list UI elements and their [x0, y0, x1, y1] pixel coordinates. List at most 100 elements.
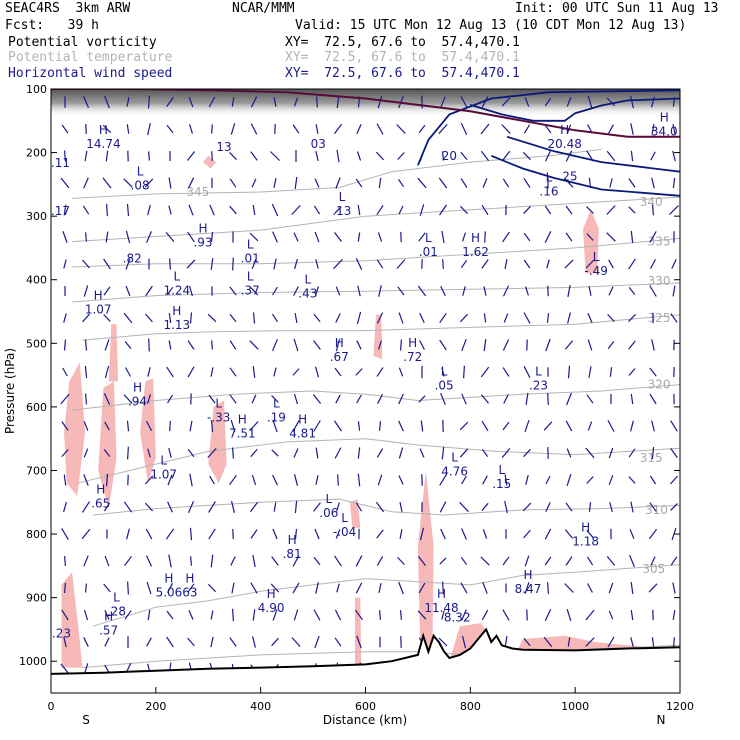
extremum-3-value: .11 [51, 156, 70, 170]
wind-vector-508 [545, 150, 551, 162]
theta-label-340: 340 [640, 195, 663, 209]
wind-vector-468 [504, 258, 508, 270]
extremum-23-type: L [441, 365, 448, 379]
wind-vector-454 [482, 475, 488, 485]
wind-vector-231 [271, 395, 279, 403]
wind-vector-51 [103, 286, 111, 296]
wind-vector-248 [294, 258, 298, 270]
pv-region-4 [108, 324, 119, 382]
terrain-line [51, 627, 680, 675]
wind-vector-192 [232, 528, 234, 540]
wind-vector-544 [564, 529, 574, 539]
wind-vector-95 [145, 285, 153, 297]
wind-vector-409 [441, 446, 445, 460]
wind-vector-570 [585, 637, 595, 647]
wind-vector-438 [461, 635, 467, 649]
field-3-xy: XY= 72.5, 67.6 to 57.4,470.1 [285, 66, 520, 81]
pv-region-12 [349, 499, 361, 528]
wind-vector-156 [211, 151, 213, 161]
wind-vector-645 [672, 285, 676, 297]
pv-region-13 [355, 597, 362, 668]
wind-vector-50 [103, 258, 111, 270]
wind-vector-24 [84, 150, 88, 162]
wind-vector-188 [230, 419, 236, 433]
wind-vector-484 [524, 97, 530, 107]
wind-vector-256 [294, 474, 298, 486]
wind-vector-284 [314, 635, 320, 649]
extremum-32-value: 1.07 [150, 468, 177, 482]
extremum-17-type: L [247, 269, 254, 283]
wind-vector-151 [188, 610, 194, 620]
extremum-20-value: 1.13 [163, 318, 190, 332]
wind-vector-322 [357, 473, 361, 487]
extremum-20-type: H [172, 304, 181, 318]
extremum-19-value: 1.07 [85, 302, 112, 316]
wind-vector-323 [355, 502, 363, 512]
extremum-36-type: H [581, 520, 590, 534]
wind-vector-229 [272, 338, 278, 352]
wind-vector-169 [208, 501, 216, 513]
wind-vector-74 [123, 312, 133, 324]
wind-vector-538 [567, 365, 571, 379]
wind-vector-269 [314, 231, 320, 243]
wind-vector-265 [315, 124, 319, 134]
wind-vector-487 [523, 177, 531, 189]
wind-vector-431 [459, 448, 469, 458]
extremum-29-value: 4.81 [289, 426, 316, 440]
wind-vector-440 [481, 96, 489, 108]
wind-vector-414 [442, 581, 444, 595]
wind-vector-608 [628, 476, 636, 484]
wind-vector-416 [438, 637, 448, 647]
wind-vector-49 [105, 231, 109, 243]
wind-vector-195 [232, 608, 234, 622]
wind-vector-636 [651, 637, 655, 647]
wind-vector-187 [229, 394, 237, 404]
wind-vector-522 [544, 528, 552, 540]
wind-vector-382 [419, 313, 425, 323]
wind-vector-298 [334, 420, 342, 432]
wind-vector-467 [502, 231, 510, 243]
wind-vector-20 [63, 636, 67, 648]
wind-vector-535 [567, 284, 571, 298]
valid-time: Valid: 15 UTC Mon 12 Aug 13 (10 CDT Mon … [295, 18, 687, 33]
wind-vector-391 [418, 556, 426, 566]
wind-vector-300 [337, 474, 339, 486]
wind-vector-17 [64, 556, 66, 566]
wind-vector-180 [229, 205, 237, 215]
wind-vector-620 [652, 204, 654, 216]
wind-vector-129 [166, 610, 174, 620]
extremum-27-type: L [273, 396, 280, 410]
extremum-7-type: H [560, 123, 569, 137]
wind-vector-137 [187, 231, 195, 243]
wind-vector-207 [249, 340, 259, 350]
wind-vector-235 [273, 502, 277, 512]
extremum-22-type: H [408, 336, 417, 350]
wind-vector-434 [461, 528, 467, 540]
wind-vector-147 [187, 500, 195, 514]
wind-vector-575 [609, 178, 613, 188]
wind-vector-472 [502, 367, 510, 377]
wind-vector-182 [232, 257, 234, 271]
wind-vector-465 [502, 178, 510, 188]
wind-vector-232 [272, 419, 278, 433]
wind-vector-386 [420, 420, 424, 432]
wind-contour-1 [490, 154, 680, 197]
wind-vector-105 [145, 555, 153, 567]
wind-vector-435 [460, 556, 468, 566]
wind-vector-363 [398, 393, 404, 405]
wind-vector-4 [63, 204, 67, 216]
wind-vector-209 [251, 394, 257, 404]
wind-vector-491 [525, 286, 529, 296]
wind-vector-154 [208, 96, 216, 108]
wind-vector-558 [587, 312, 593, 324]
wind-vector-230 [273, 367, 277, 377]
wind-vector-349 [379, 610, 381, 620]
wind-vector-332 [375, 151, 385, 161]
wind-vector-243 [292, 124, 300, 134]
wind-vector-61 [104, 555, 110, 567]
extremum-31-value: .15 [492, 477, 511, 491]
wind-vector-541 [566, 448, 572, 458]
wind-vector-26 [82, 205, 90, 215]
wind-vector-293 [335, 286, 341, 296]
wind-vector-433 [459, 501, 469, 513]
